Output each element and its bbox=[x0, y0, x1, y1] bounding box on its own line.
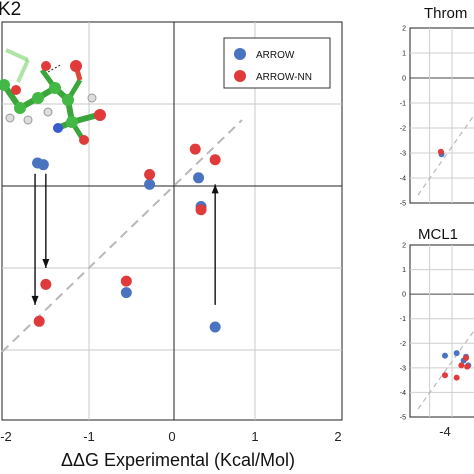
main-data-point bbox=[193, 172, 205, 184]
main-arrow-head bbox=[211, 184, 219, 194]
small-data-point bbox=[442, 372, 448, 379]
main-arrow-head bbox=[42, 259, 50, 268]
main-data-point bbox=[37, 159, 49, 171]
mcl1-x-tick-labels: -4 bbox=[439, 424, 451, 439]
main-x-tick-label: 1 bbox=[251, 429, 258, 444]
throm-chart-title: Throm bbox=[424, 5, 467, 22]
mcl1-y-tick-labels: 2 1 0 -1 -2 -3 -4 -5 bbox=[400, 243, 406, 422]
molecule-illustration bbox=[0, 48, 106, 145]
main-plot-frame bbox=[1, 21, 343, 421]
main-x-tick-label: -2 bbox=[0, 429, 12, 444]
main-chart: ARROW ARROW-NN -2 -1 0 1 2 K2 ΔΔG Experiment… bbox=[0, 0, 343, 470]
main-data-point bbox=[33, 315, 45, 327]
throm-chart: 2 1 0 -1 -2 -3 -4 -5 Throm bbox=[400, 5, 474, 208]
main-x-axis-label: ΔΔG Experimental (Kcal/Mol) bbox=[61, 450, 295, 470]
small-data-point bbox=[453, 374, 460, 381]
main-x-tick-label: 2 bbox=[334, 429, 341, 444]
small-data-point bbox=[442, 352, 448, 359]
main-arrow-head bbox=[31, 295, 39, 305]
main-x-tick-labels: -2 -1 0 1 2 bbox=[0, 429, 341, 444]
main-data-point bbox=[209, 154, 221, 166]
main-x-tick-label: -1 bbox=[83, 429, 95, 444]
small-y-tick-label: 1 bbox=[402, 267, 406, 274]
main-arrows bbox=[31, 173, 219, 305]
small-y-tick-label: -2 bbox=[400, 341, 406, 348]
main-chart-title: K2 bbox=[0, 0, 21, 20]
mcl1-chart: 2 1 0 -1 -2 -3 -4 -5 -4 MCL1 bbox=[400, 226, 474, 439]
small-data-point bbox=[464, 363, 471, 370]
small-data-point bbox=[463, 355, 469, 362]
mcl1-plot-frame bbox=[409, 244, 474, 418]
mcl1-chart-title: MCL1 bbox=[418, 226, 458, 243]
small-y-tick-label: 2 bbox=[402, 243, 406, 250]
main-points bbox=[32, 143, 221, 333]
small-y-tick-label: -1 bbox=[400, 316, 406, 323]
small-y-tick-label: 1 bbox=[402, 51, 406, 58]
legend-label-arrow-nn: ARROW-NN bbox=[256, 72, 312, 83]
legend-marker-arrow bbox=[234, 48, 246, 60]
small-data-point bbox=[458, 362, 465, 369]
throm-plot-frame bbox=[409, 27, 474, 204]
main-data-point bbox=[144, 178, 156, 190]
main-data-point bbox=[40, 278, 52, 290]
small-data-point bbox=[453, 350, 460, 357]
small-y-tick-label: 0 bbox=[402, 76, 406, 83]
small-x-tick-label: -4 bbox=[439, 424, 451, 439]
small-y-tick-label: -3 bbox=[400, 365, 406, 372]
legend: ARROW ARROW-NN bbox=[223, 37, 331, 89]
throm-grid bbox=[410, 28, 474, 203]
small-y-tick-label: 0 bbox=[402, 292, 406, 299]
small-y-tick-label: -5 bbox=[400, 415, 406, 422]
main-x-tick-label: 0 bbox=[168, 429, 175, 444]
legend-label-arrow: ARROW bbox=[256, 50, 295, 61]
main-data-point bbox=[195, 204, 207, 216]
small-y-tick-label: -2 bbox=[400, 126, 406, 133]
small-y-tick-label: -3 bbox=[400, 151, 406, 158]
legend-marker-arrow-nn bbox=[234, 70, 246, 82]
mcl1-grid bbox=[410, 245, 474, 417]
throm-points bbox=[437, 148, 445, 158]
small-y-tick-label: -4 bbox=[400, 390, 406, 397]
main-data-point bbox=[120, 275, 132, 287]
main-data-point bbox=[144, 169, 156, 181]
small-data-point bbox=[437, 148, 444, 155]
main-data-point bbox=[209, 321, 221, 333]
small-y-tick-label: -5 bbox=[400, 201, 406, 208]
mcl1-points bbox=[442, 350, 472, 381]
small-y-tick-label: -1 bbox=[400, 101, 406, 108]
small-y-tick-label: 2 bbox=[402, 26, 406, 33]
small-y-tick-label: -4 bbox=[400, 176, 406, 183]
main-data-point bbox=[189, 143, 201, 155]
small-diagonal-line bbox=[417, 114, 474, 196]
main-data-point bbox=[120, 287, 132, 299]
throm-y-tick-labels: 2 1 0 -1 -2 -3 -4 -5 bbox=[400, 26, 406, 208]
main-diagonal-line bbox=[1, 119, 243, 353]
